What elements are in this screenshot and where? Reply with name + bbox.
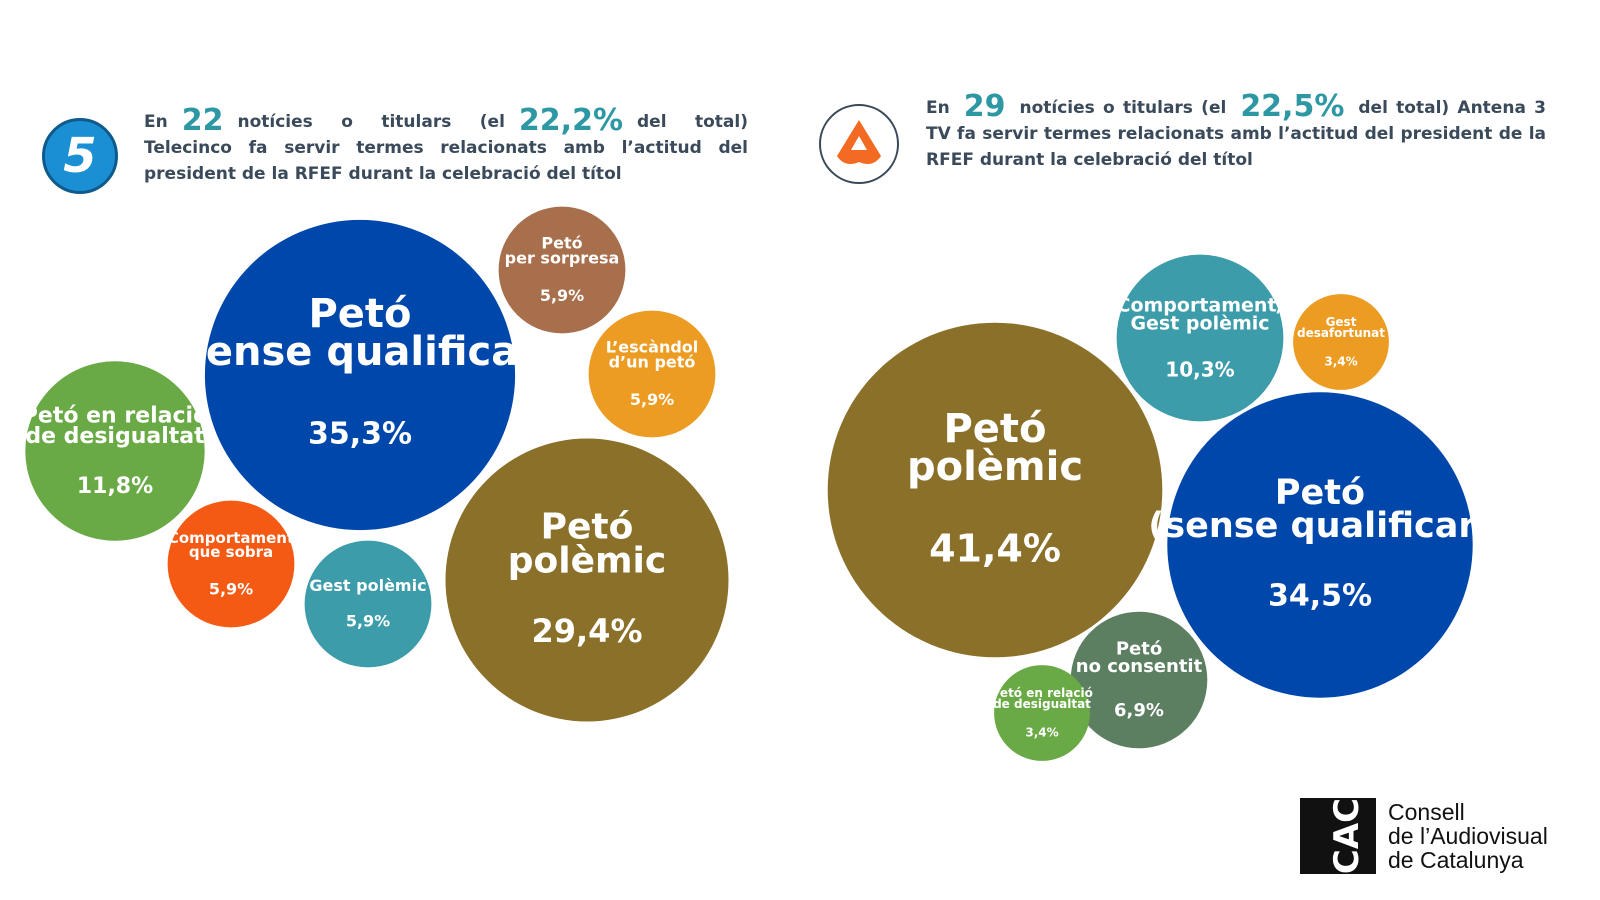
bubble-label: Comportament — [168, 529, 294, 547]
bubble-label: polèmic — [907, 444, 1083, 490]
bubble-value-label: 29,4% — [531, 612, 642, 650]
bubble-value-label: 5,9% — [346, 612, 390, 631]
header-middle: notícies o titulars (el — [237, 112, 505, 132]
header-count: 22 — [181, 103, 224, 138]
telecinco-bubble-chart: Petó(sense qualificar)35,3%Petópolèmic29… — [22, 206, 729, 722]
bubble-label: Petó — [943, 406, 1046, 452]
bubble-circle — [994, 665, 1090, 761]
bubble-label: Petó — [308, 291, 411, 337]
antena3-header: En 29 notícies o titulars (el 22,5% del tota… — [926, 92, 1546, 173]
bubble-value-label: 6,9% — [1114, 700, 1164, 721]
telecinco-header: En 22 notícies o titulars (el 22,2% del tota… — [144, 106, 748, 187]
bubble-value-label: 11,8% — [77, 474, 153, 499]
header-prefix: En — [144, 112, 168, 132]
bubble-circle — [445, 438, 729, 722]
bubble-label: Comportament/ — [1117, 294, 1284, 316]
bubble-value-label: 35,3% — [308, 417, 412, 452]
bubble-label: polèmic — [508, 541, 666, 582]
bubble-circle — [304, 540, 432, 668]
bubble-label: que sobra — [189, 543, 273, 561]
bubble-value-label: 34,5% — [1268, 579, 1372, 614]
bubble-label: desafortunat — [1297, 326, 1385, 340]
bubble-value-label: 5,9% — [630, 390, 674, 409]
bubble-value-label: 5,9% — [209, 580, 253, 599]
bubble-circle — [1070, 611, 1208, 749]
header-prefix: En — [926, 98, 950, 118]
bubble-value-label: 3,4% — [1025, 725, 1058, 739]
bubble-label: Gest — [1326, 315, 1357, 329]
bubble-label: (sense qualificar) — [164, 329, 556, 375]
bubble: Petó(sense qualificar) 34,5% — [1148, 392, 1492, 698]
cac-name: Consell de l’Audiovisual de Catalunya — [1388, 800, 1548, 872]
bubble: Comportament/Gest polèmic 10,3% — [1116, 254, 1284, 422]
header-pct: 22,5% — [1240, 89, 1345, 124]
cac-name-line: Consell — [1388, 799, 1465, 825]
bubble-label: Petó en relació — [991, 686, 1093, 700]
bubble-value-label: 5,9% — [540, 286, 584, 305]
bubble-value-label: 3,4% — [1324, 354, 1357, 368]
bubble-label: no consentit — [1076, 656, 1203, 677]
bubble-circle — [25, 361, 205, 541]
bubble-circle — [167, 500, 295, 628]
bubble-circle — [827, 322, 1163, 658]
bubble-label: Petó — [1275, 473, 1365, 513]
header-suffix: del total) Telecinco fa servir termes re… — [144, 112, 748, 184]
bubble-label: de desigualtat — [993, 697, 1091, 711]
telecinco-panel: 5 En 22 notícies o titulars (el 22,2% del to… — [0, 0, 790, 900]
bubble-label: Petó — [541, 506, 634, 547]
antena3-panel: En 29 notícies o titulars (el 22,5% del tota… — [800, 0, 1600, 900]
bubble-label: L’escàndol — [606, 337, 699, 356]
bubble-circle — [588, 310, 716, 438]
bubble-label: Gest polèmic — [1130, 312, 1269, 334]
bubble-label: d’un petó — [609, 353, 696, 372]
cac-name-line: de l’Audiovisual — [1388, 823, 1548, 849]
bubble-circle — [1167, 392, 1473, 698]
svg-text:CAC: CAC — [1327, 798, 1367, 874]
header-suffix: del total) Antena 3 TV fa servir termes … — [926, 98, 1546, 170]
bubble: Petó(sense qualificar) 35,3% — [164, 219, 556, 531]
bubble-label: (sense qualificar) — [1148, 506, 1491, 546]
bubble-circle — [1116, 254, 1284, 422]
bubble-value-label: 10,3% — [1165, 357, 1234, 381]
bubble-circle — [204, 219, 516, 531]
header-middle: notícies o titulars (el — [1019, 98, 1227, 118]
cac-logo-icon: CAC — [1300, 798, 1376, 874]
telecinco-logo-icon: 5 — [42, 118, 118, 194]
cac-name-line: de Catalunya — [1388, 847, 1524, 873]
bubble-label: Gest polèmic — [309, 576, 426, 595]
bubble-value-label: 41,4% — [929, 526, 1061, 570]
bubble-circle — [498, 206, 626, 334]
bubble-label: Petó — [541, 233, 582, 252]
bubble-label: de desigualtat — [25, 424, 205, 449]
bubble-label: Petó en relació — [22, 403, 208, 428]
bubble: Gest polèmic 5,9% — [304, 540, 432, 668]
bubble-label: per sorpresa — [505, 249, 620, 268]
antena3-logo-icon — [819, 104, 899, 184]
bubble-label: Petó — [1116, 639, 1162, 660]
header-pct: 22,2% — [518, 103, 623, 138]
bubble-circle — [1293, 294, 1389, 390]
header-count: 29 — [963, 89, 1006, 124]
